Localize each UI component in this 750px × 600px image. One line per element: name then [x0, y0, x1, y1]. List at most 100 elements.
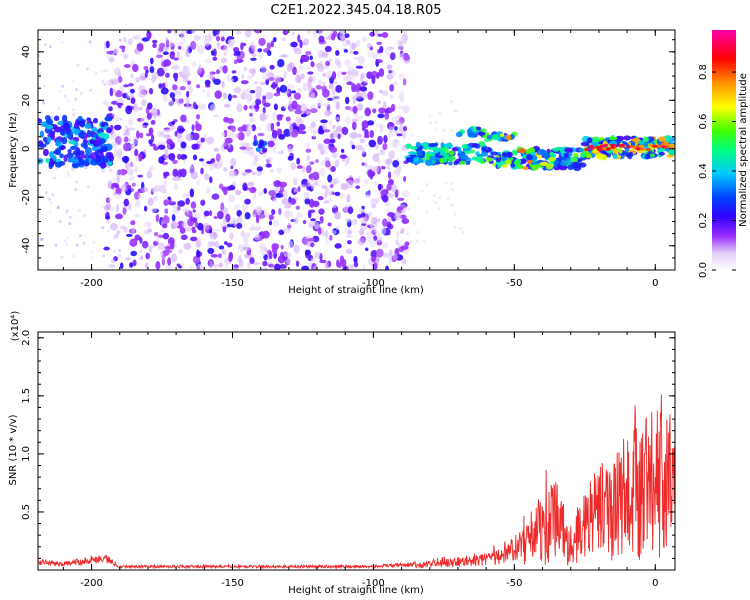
heatmap-cell: [107, 229, 111, 233]
heatmap-cell: [75, 243, 79, 247]
heatmap-cell: [112, 178, 116, 182]
heatmap-cell: [74, 88, 78, 92]
heatmap-cell: [299, 64, 304, 71]
heatmap-cell: [401, 217, 410, 225]
heatmap-cell: [220, 36, 225, 42]
heatmap-cell: [157, 234, 165, 238]
heatmap-cell: [138, 89, 146, 99]
heatmap-cell: [160, 87, 169, 95]
heatmap-cell: [242, 222, 247, 226]
heatmap-cell: [334, 191, 341, 196]
heatmap-cell: [123, 142, 130, 152]
heatmap-cell: [75, 180, 78, 184]
heatmap-cell: [148, 245, 156, 249]
heatmap-cell: [143, 229, 150, 235]
heatmap-cell: [301, 55, 309, 62]
heatmap-cell: [181, 47, 186, 51]
heatmap-cell: [109, 87, 114, 97]
heatmap-cell: [364, 191, 371, 198]
heatmap-cell: [268, 220, 273, 226]
heatmap-cell: [480, 152, 489, 157]
heatmap-cell: [375, 30, 379, 36]
heatmap-cell: [278, 133, 286, 140]
heatmap-cell: [210, 254, 219, 258]
heatmap-cell: [382, 194, 389, 203]
heatmap-cell: [316, 99, 323, 107]
heatmap-cell: [324, 190, 328, 199]
heatmap-cell: [254, 225, 262, 231]
heatmap-cell: [227, 39, 232, 48]
heatmap-cell: [217, 210, 224, 220]
heatmap-cell: [416, 231, 420, 234]
heatmap-cell: [76, 63, 80, 67]
heatmap-cell: [377, 100, 381, 105]
heatmap-cell: [72, 108, 75, 112]
heatmap-cell: [177, 138, 183, 143]
heatmap-cell: [382, 252, 390, 258]
heatmap-cell: [350, 68, 358, 76]
heatmap-cell: [320, 215, 324, 224]
heatmap-cell: [180, 114, 187, 123]
heatmap-cell: [63, 154, 68, 162]
heatmap-cell: [346, 194, 351, 203]
heatmap-cell: [65, 210, 69, 214]
heatmap-cell: [192, 132, 200, 141]
heatmap-cell: [46, 136, 52, 143]
heatmap-cell: [104, 101, 111, 107]
heatmap-cell: [158, 42, 166, 48]
heatmap-cell: [517, 148, 527, 154]
heatmap-cell: [377, 135, 383, 145]
heatmap-cell: [321, 51, 329, 58]
heatmap-cell: [226, 36, 235, 40]
heatmap-cell: [209, 229, 213, 234]
heatmap-cell: [416, 239, 419, 243]
heatmap-cell: [331, 230, 337, 235]
heatmap-cell: [56, 206, 60, 210]
heatmap-cell: [584, 147, 590, 152]
x-tick-label: -150: [221, 278, 244, 289]
heatmap-cell: [308, 222, 314, 228]
heatmap-cell: [334, 159, 340, 168]
heatmap-cell: [177, 45, 182, 50]
heatmap-cell: [97, 149, 105, 154]
heatmap-cell: [351, 144, 356, 150]
heatmap-cell: [113, 188, 117, 192]
heatmap-cell: [324, 260, 329, 269]
heatmap-cell: [448, 150, 455, 156]
heatmap-cell: [345, 74, 352, 83]
heatmap-cell: [115, 49, 118, 53]
heatmap-cell: [411, 133, 415, 137]
heatmap-cell: [192, 101, 197, 110]
heatmap-cell: [455, 131, 463, 138]
heatmap-cell: [403, 54, 411, 61]
heatmap-cell: [313, 30, 317, 37]
heatmap-cell: [172, 84, 178, 91]
heatmap-cell: [148, 87, 154, 95]
heatmap-cell: [546, 148, 551, 154]
heatmap-cell: [103, 211, 107, 214]
heatmap-cell: [324, 186, 330, 193]
heatmap-cell: [227, 77, 234, 83]
heatmap-cell: [618, 147, 623, 154]
heatmap-cell: [157, 144, 166, 150]
heatmap-cell: [652, 144, 658, 148]
heatmap-cell: [243, 104, 248, 111]
heatmap-cell: [94, 71, 98, 75]
heatmap-cell: [111, 78, 119, 85]
heatmap-cell: [608, 136, 618, 141]
heatmap-cell: [365, 230, 374, 240]
heatmap-cell: [378, 183, 382, 191]
heatmap-cell: [303, 66, 311, 70]
heatmap-cell: [273, 103, 279, 111]
heatmap-cell: [139, 237, 143, 244]
heatmap-cell: [305, 165, 312, 174]
heatmap-cell: [499, 133, 505, 138]
heatmap-cell: [352, 95, 357, 104]
heatmap-cell: [149, 66, 155, 74]
heatmap-cell: [268, 76, 275, 82]
heatmap-cell: [143, 122, 149, 126]
heatmap-cell: [208, 167, 213, 171]
heatmap-cell: [293, 92, 301, 100]
heatmap-cell: [290, 162, 297, 170]
heatmap-cell: [373, 180, 379, 186]
